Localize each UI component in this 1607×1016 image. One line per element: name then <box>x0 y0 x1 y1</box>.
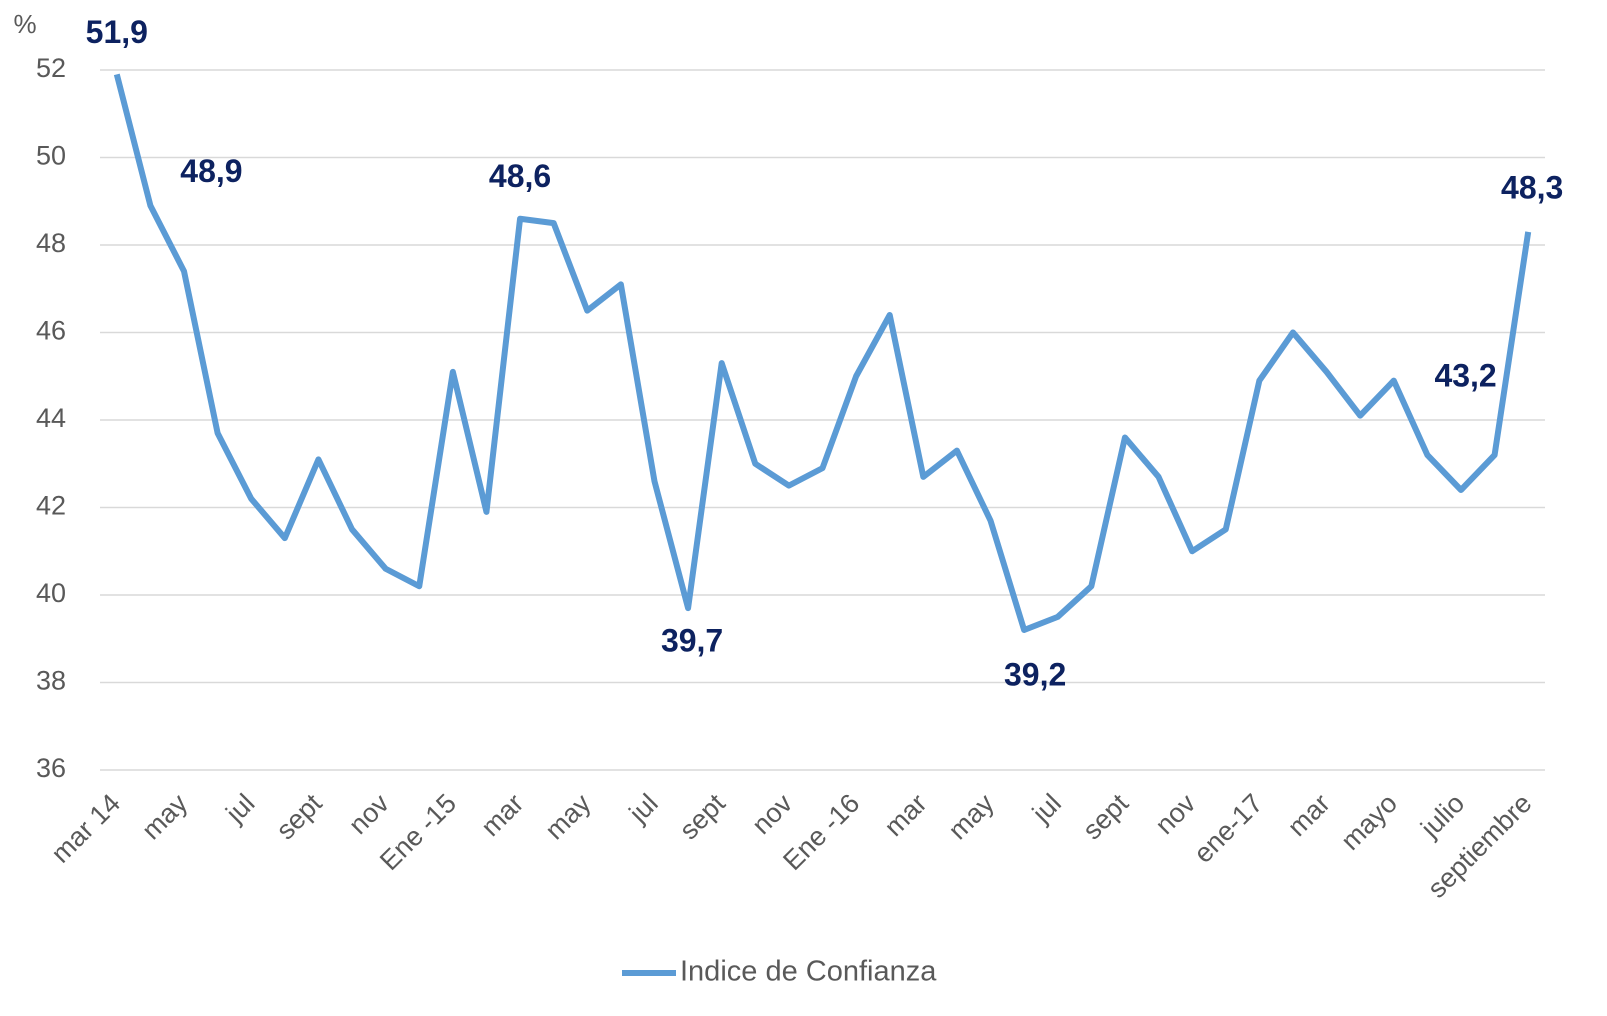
y-axis-unit: % <box>13 9 36 39</box>
x-tick-label: may <box>136 788 194 846</box>
legend-label: Indice de Confianza <box>680 956 937 988</box>
x-tick-label: sept <box>674 788 732 846</box>
y-tick-label: 46 <box>36 316 66 346</box>
x-tick-label: jul <box>1026 788 1067 829</box>
data-label: 51,9 <box>86 14 148 50</box>
x-tick-label: mar 14 <box>45 788 126 869</box>
data-line <box>113 73 1532 633</box>
x-tick-label: may <box>943 788 1001 846</box>
x-tick-label: nov <box>1149 788 1201 840</box>
y-tick-label: 40 <box>36 578 66 608</box>
x-tick-label: nov <box>343 788 395 840</box>
y-tick-label: 50 <box>36 141 66 171</box>
x-tick-label: nov <box>746 788 798 840</box>
data-label: 48,9 <box>180 153 242 189</box>
x-tick-label: mar <box>475 788 529 842</box>
x-tick-label: Ene -15 <box>374 788 462 876</box>
data-label: 39,2 <box>1004 656 1066 692</box>
data-label: 48,6 <box>489 158 551 194</box>
x-tick-label: jul <box>219 788 260 829</box>
x-tick-label: julio <box>1414 788 1470 844</box>
data-label: 48,3 <box>1501 169 1563 205</box>
x-tick-label: sept <box>270 788 328 846</box>
y-tick-label: 44 <box>36 403 66 433</box>
y-tick-label: 38 <box>36 666 66 696</box>
x-tick-label: jul <box>623 788 664 829</box>
x-tick-label: ene-17 <box>1188 788 1269 869</box>
x-tick-label: mar <box>1282 788 1336 842</box>
y-tick-label: 52 <box>36 53 66 83</box>
x-tick-label: mayo <box>1335 788 1403 856</box>
x-tick-label: sept <box>1077 788 1135 846</box>
x-tick-label: Ene -16 <box>777 788 865 876</box>
data-label: 43,2 <box>1434 357 1496 393</box>
x-tick-label: may <box>539 788 597 846</box>
y-tick-label: 48 <box>36 228 66 258</box>
y-tick-label: 36 <box>36 753 66 783</box>
x-tick-label: mar <box>879 788 933 842</box>
data-label: 39,7 <box>661 623 723 659</box>
y-tick-label: 42 <box>36 491 66 521</box>
